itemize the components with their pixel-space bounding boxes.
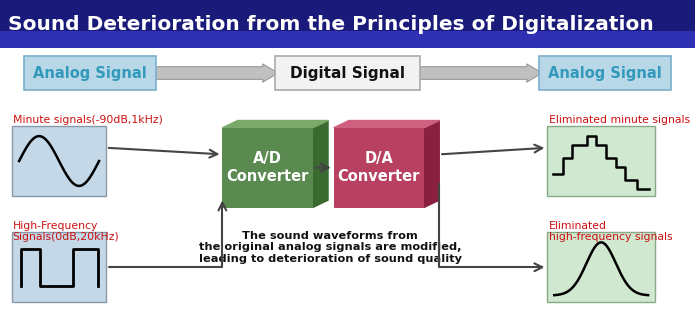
Polygon shape bbox=[424, 121, 439, 208]
Bar bbox=[0, 0, 695, 48]
FancyBboxPatch shape bbox=[13, 232, 106, 302]
FancyArrow shape bbox=[417, 64, 542, 82]
Text: Eliminated
high-frequency signals: Eliminated high-frequency signals bbox=[549, 221, 673, 242]
FancyBboxPatch shape bbox=[24, 55, 156, 90]
FancyBboxPatch shape bbox=[548, 232, 655, 302]
Text: Analog Signal: Analog Signal bbox=[548, 65, 662, 81]
Bar bbox=[0, 31, 695, 48]
FancyBboxPatch shape bbox=[548, 126, 655, 196]
FancyBboxPatch shape bbox=[539, 55, 671, 90]
FancyBboxPatch shape bbox=[334, 128, 424, 208]
Text: Analog Signal: Analog Signal bbox=[33, 65, 147, 81]
Text: A/D
Converter: A/D Converter bbox=[227, 151, 309, 184]
Text: Minute signals(-90dB,1kHz): Minute signals(-90dB,1kHz) bbox=[13, 115, 163, 124]
FancyBboxPatch shape bbox=[275, 55, 420, 90]
Text: The sound waveforms from
the original analog signals are modified,
leading to de: The sound waveforms from the original an… bbox=[199, 231, 461, 264]
FancyArrow shape bbox=[153, 64, 278, 82]
FancyBboxPatch shape bbox=[222, 128, 313, 208]
Polygon shape bbox=[334, 121, 439, 128]
Text: Sound Deterioration from the Principles of Digitalization: Sound Deterioration from the Principles … bbox=[8, 15, 654, 34]
Polygon shape bbox=[313, 121, 328, 208]
Text: D/A
Converter: D/A Converter bbox=[338, 151, 420, 184]
Text: High-Frequency
Signals(0dB,20kHz): High-Frequency Signals(0dB,20kHz) bbox=[13, 221, 120, 242]
Polygon shape bbox=[222, 121, 328, 128]
Text: Eliminated minute signals: Eliminated minute signals bbox=[549, 115, 690, 124]
Text: Digital Signal: Digital Signal bbox=[290, 65, 405, 81]
FancyBboxPatch shape bbox=[13, 126, 106, 196]
